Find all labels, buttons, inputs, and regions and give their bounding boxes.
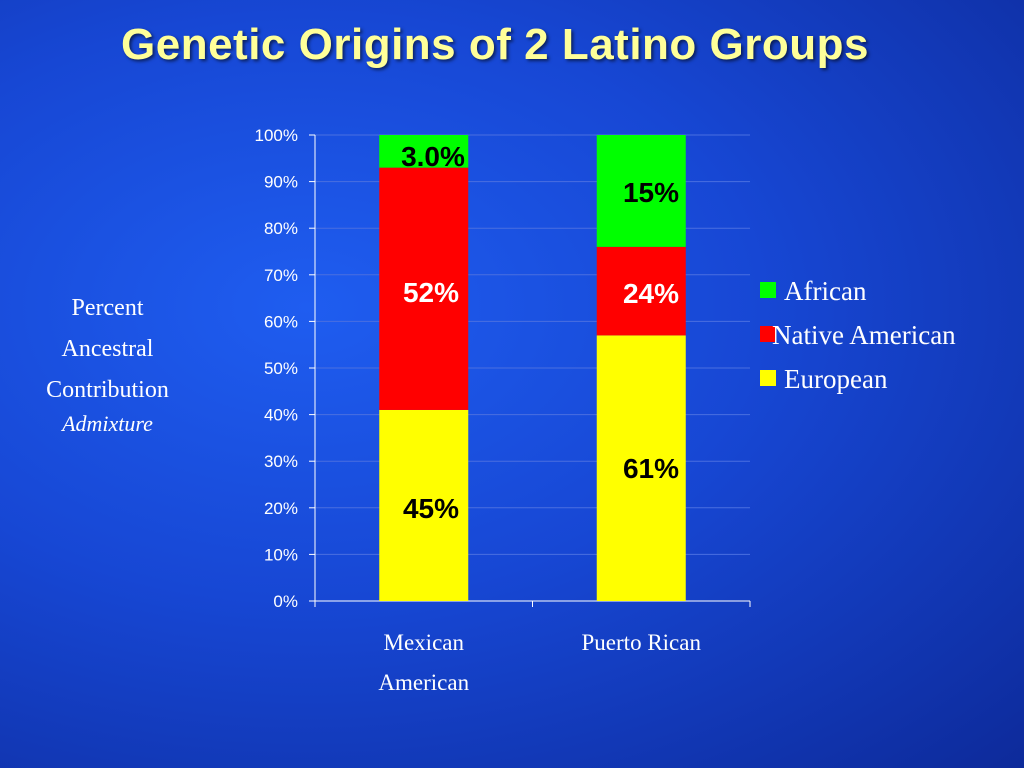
legend-label-native-american: Native American [772,320,956,350]
y-tick-label: 40% [264,406,298,425]
legend-item-european: European [760,364,1024,408]
data-label-native-american: 52% [403,277,459,308]
y-tick-label: 60% [264,312,298,331]
slide-title: Genetic Origins of 2 Latino Groups [121,20,869,69]
legend-swatch-native-american [760,326,776,342]
data-label-african: 3.0% [401,141,465,172]
data-label-european: 61% [623,453,679,484]
bar-segment-native-american [596,246,686,336]
y-tick-label: 30% [264,452,298,471]
y-axis-text-line-3: Contribution [46,377,169,403]
y-tick-label: 50% [264,359,298,378]
y-tick-label: 100% [255,126,298,145]
data-label-european: 45% [403,493,459,524]
x-category-label: American [378,670,469,695]
legend-item-african: African [760,276,1024,320]
y-tick-label: 90% [264,173,298,192]
y-axis-description: Percent Ancestral Contribution Admixture [0,288,215,437]
y-axis-text-line-2: Ancestral [61,336,154,362]
bar-segment-european [379,409,469,601]
y-tick-label: 0% [273,592,298,611]
y-tick-label: 20% [264,499,298,518]
y-tick-label: 70% [264,266,298,285]
legend-label-european: European [784,364,888,394]
y-axis-text-line-4: Admixture [62,411,153,436]
x-category-label: Mexican [384,630,465,655]
y-tick-label: 80% [264,219,298,238]
x-category-label: Puerto Rican [582,630,702,655]
bar-segment-native-american [379,167,469,410]
bar-segment-european [596,335,686,601]
y-tick-label: 10% [264,545,298,564]
data-label-native-american: 24% [623,278,679,309]
legend-item-native-american: Native American [760,320,1024,364]
bar-segment-african [596,135,686,247]
chart-legend: African Native American European [760,276,1024,408]
legend-swatch-african [760,282,776,298]
legend-swatch-european [760,370,776,386]
y-axis-text-line-1: Percent [71,295,144,321]
legend-label-african: African [784,276,867,306]
bar-segment-african [379,135,469,168]
data-label-african: 15% [623,177,679,208]
